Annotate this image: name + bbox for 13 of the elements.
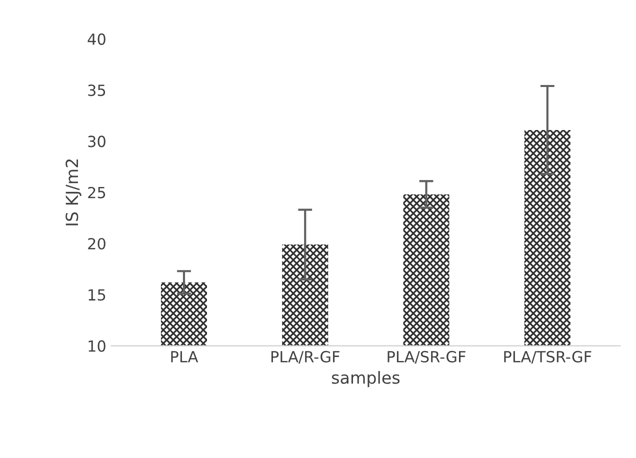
x-axis-title: samples (332, 370, 400, 388)
y-tick-label: 40 (88, 33, 106, 45)
y-axis-title: IS KJ/m2 (66, 159, 82, 226)
y-tick-label: 20 (88, 238, 106, 250)
x-tick-label: PLA/SR-GF (388, 350, 466, 364)
x-tick-label: PLA/TSR-GF (504, 350, 592, 364)
y-tick-label: 35 (88, 84, 106, 96)
x-tick-label: PLA/R-GF (271, 350, 340, 364)
y-tick-label: 15 (88, 289, 106, 301)
x-tick-label: PLA (171, 351, 198, 362)
y-tick-label: 30 (88, 136, 106, 148)
y-tick-label: 10 (88, 340, 106, 352)
y-tick-label: 25 (88, 186, 106, 198)
